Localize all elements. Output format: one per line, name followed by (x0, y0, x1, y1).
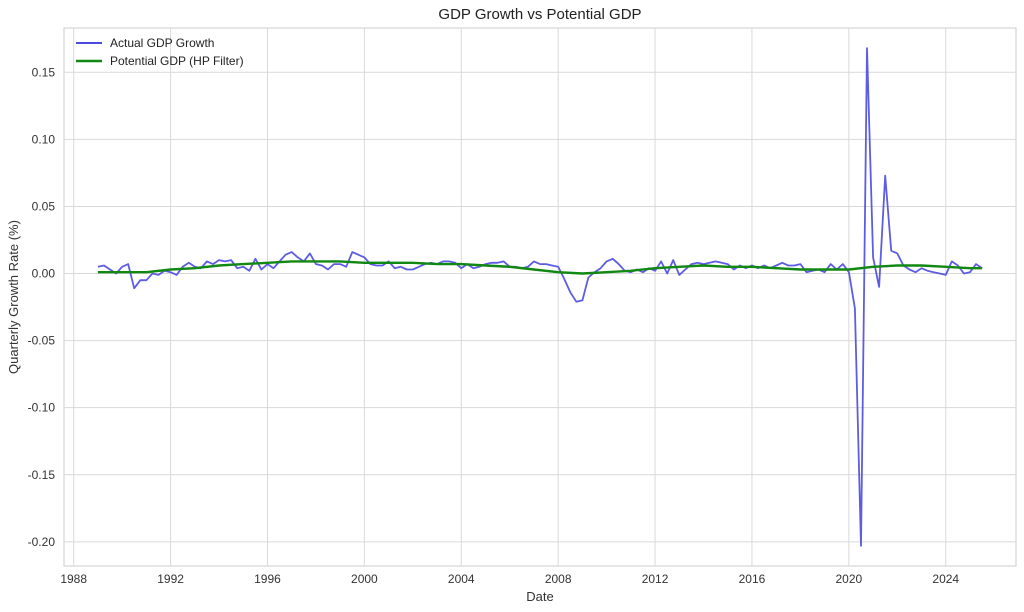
y-tick-label: 0.15 (32, 65, 56, 79)
legend-label-actual: Actual GDP Growth (110, 36, 214, 50)
series-line-actual-gdp-growth (97, 47, 983, 547)
y-tick-label: -0.10 (28, 401, 56, 415)
series-lines (97, 47, 983, 547)
x-tick-labels: 1988 1992 1996 2000 2004 2008 2012 2016 2020 2024 (60, 572, 959, 586)
x-tick-label: 2016 (739, 572, 766, 586)
x-tick-label: 1988 (60, 572, 87, 586)
y-tick-label: -0.15 (28, 468, 56, 482)
x-tick-label: 2020 (836, 572, 863, 586)
x-tick-label: 1996 (254, 572, 281, 586)
grid-lines (64, 28, 1016, 566)
x-axis-title: Date (526, 589, 553, 604)
x-tick-label: 2008 (545, 572, 572, 586)
y-tick-labels: 0.15 0.10 0.05 0.00 -0.05 -0.10 -0.15 -0.20 (28, 65, 56, 549)
series-line-potential-gdp (97, 260, 983, 275)
legend-label-potential: Potential GDP (HP Filter) (110, 54, 244, 68)
plot-area (63, 27, 1017, 567)
x-tick-label: 2012 (642, 572, 669, 586)
x-tick-label: 2024 (932, 572, 959, 586)
x-tick-label: 1992 (157, 572, 184, 586)
y-tick-label: -0.20 (28, 535, 56, 549)
chart-title: GDP Growth vs Potential GDP (438, 6, 641, 23)
y-tick-label: 0.10 (32, 132, 56, 146)
y-tick-label: 0.00 (32, 267, 56, 281)
y-tick-label: -0.05 (28, 334, 56, 348)
x-tick-label: 2000 (351, 572, 378, 586)
x-tick-label: 2004 (448, 572, 475, 586)
legend: Actual GDP Growth Potential GDP (HP Filt… (76, 36, 244, 68)
y-axis-title: Quarterly Growth Rate (%) (6, 220, 21, 374)
y-tick-label: 0.05 (32, 199, 56, 213)
